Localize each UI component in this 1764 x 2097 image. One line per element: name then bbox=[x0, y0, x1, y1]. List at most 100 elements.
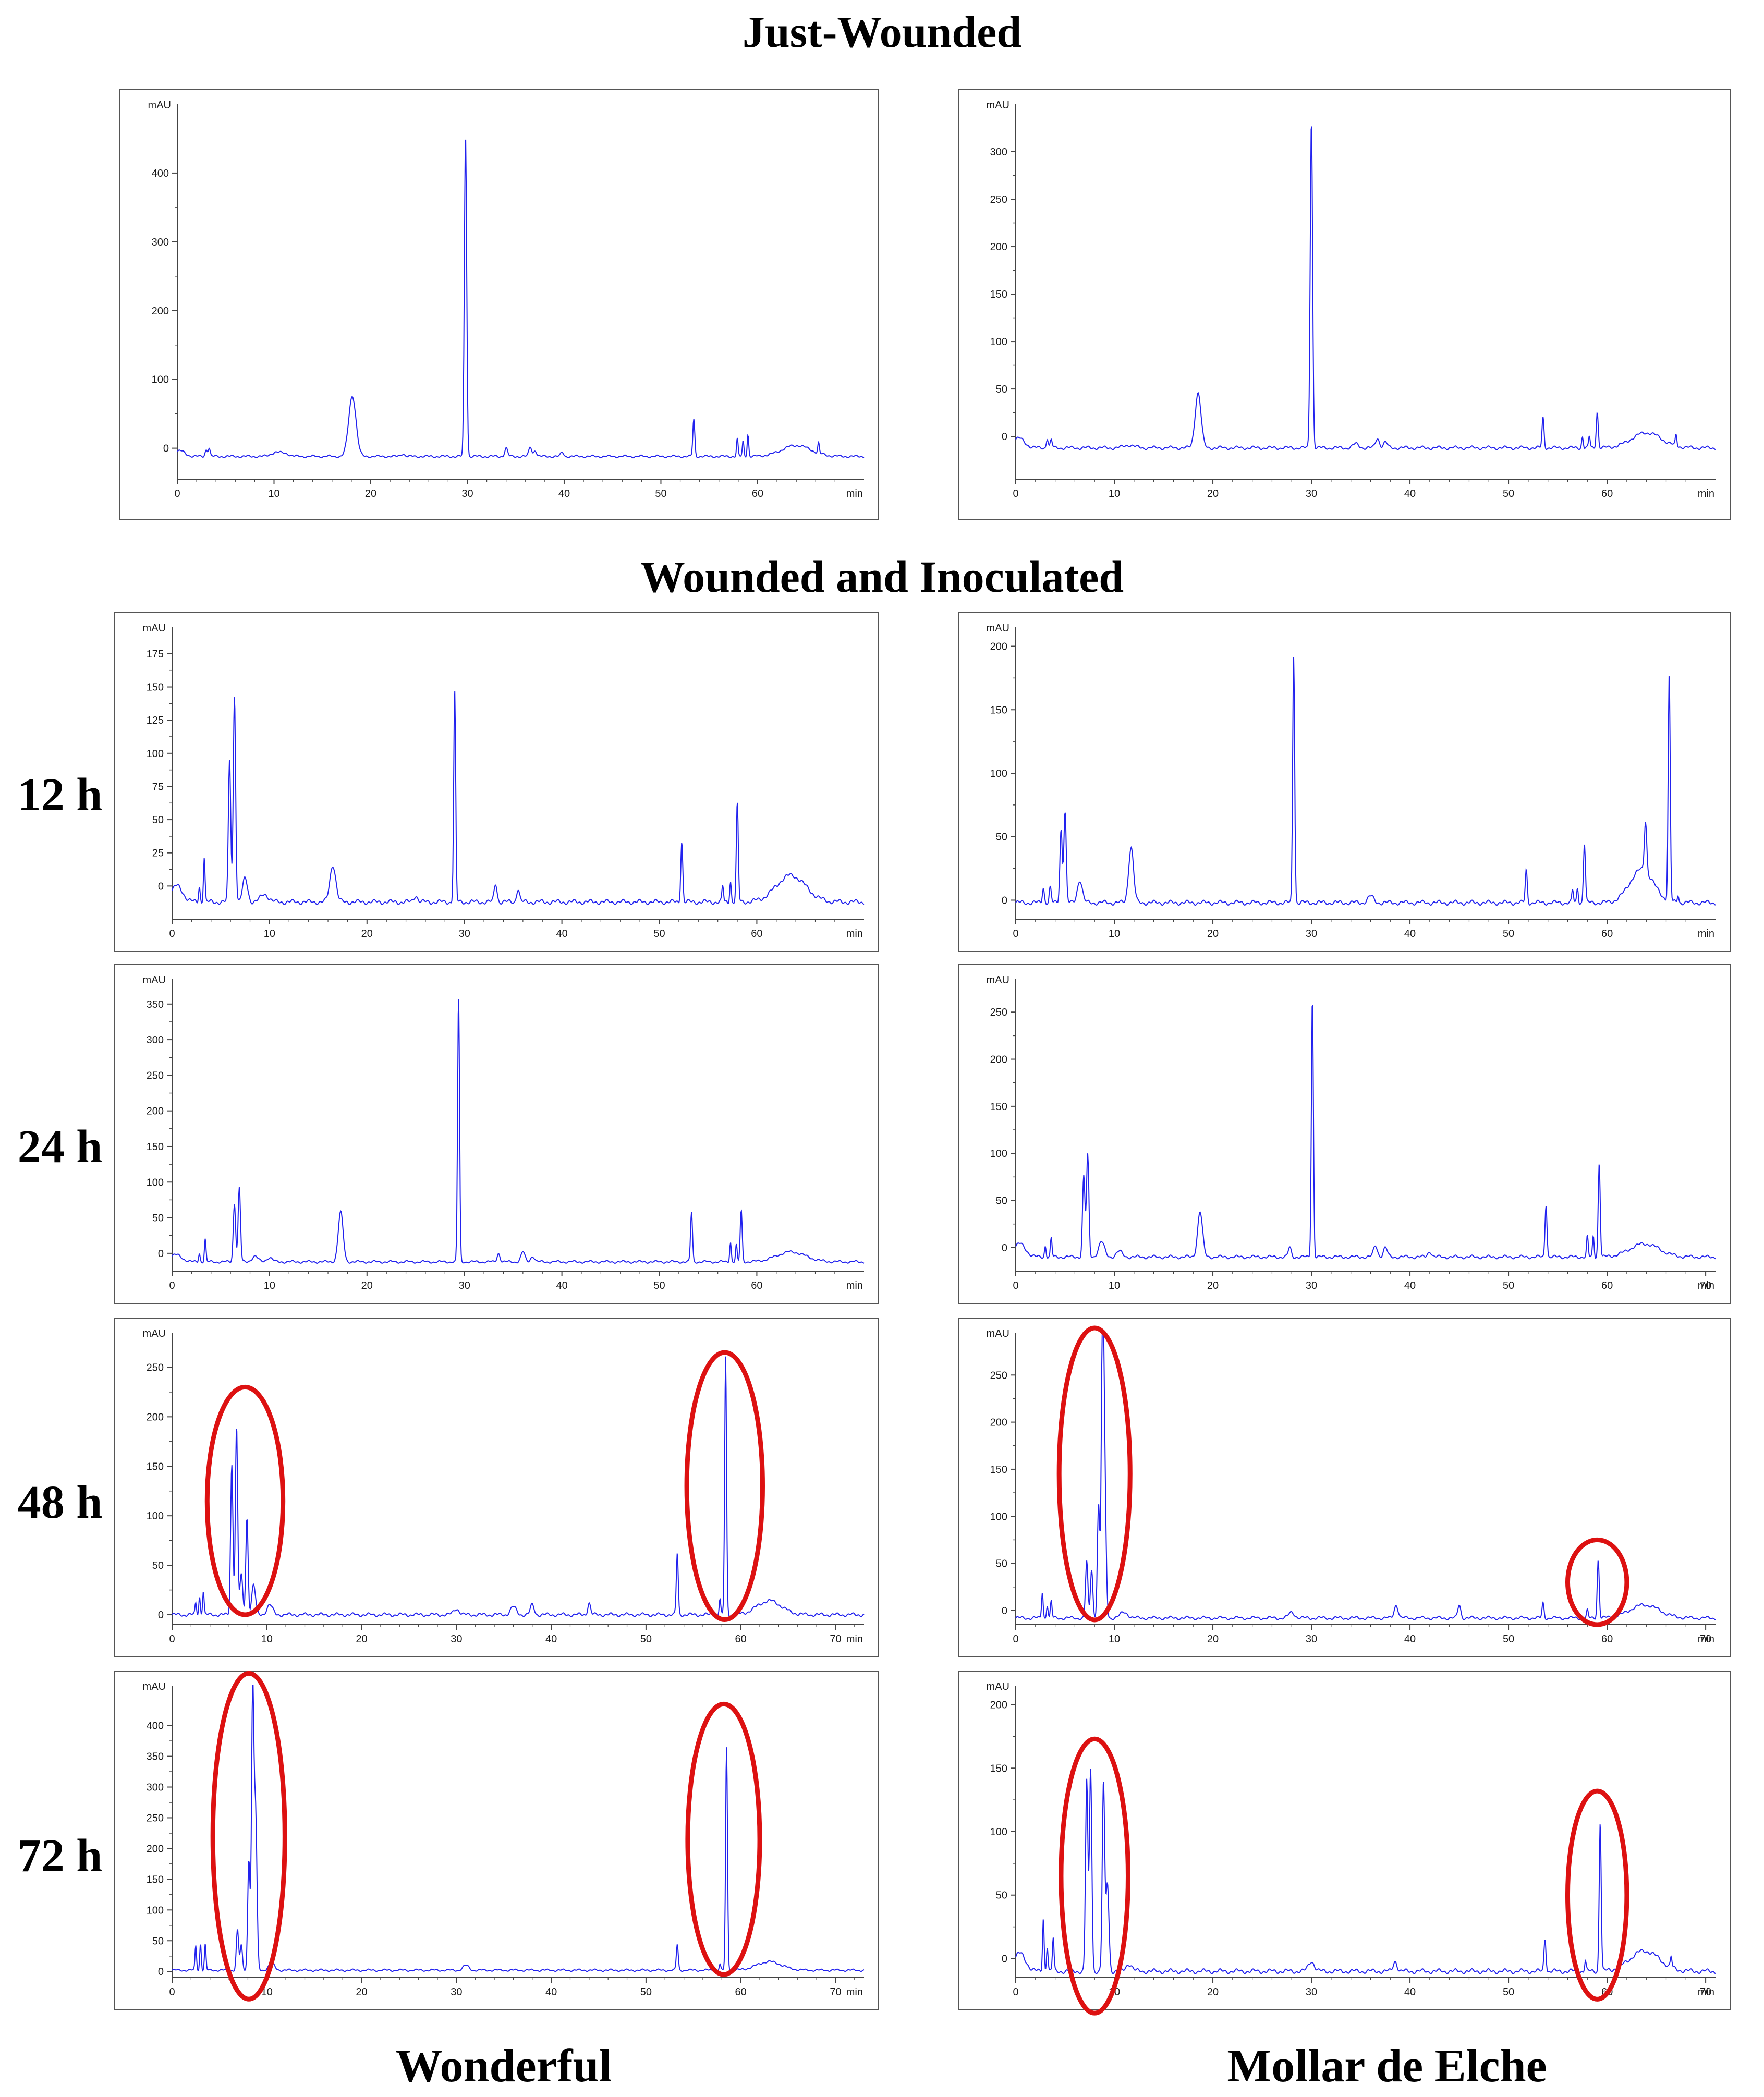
y-tick-label: 100 bbox=[147, 1510, 164, 1522]
x-tick-label: 50 bbox=[1503, 928, 1514, 940]
y-tick-label: 250 bbox=[990, 1370, 1007, 1381]
x-tick-label: 60 bbox=[735, 1633, 747, 1645]
chart-frame bbox=[114, 612, 879, 952]
chart-frame bbox=[114, 964, 879, 1304]
x-unit-label: min bbox=[1698, 928, 1714, 940]
x-tick-label: 70 bbox=[830, 1633, 841, 1645]
x-tick-label: 60 bbox=[751, 1280, 762, 1291]
chart-jw-wonderful: 0 100 200 300 400 mAU 0 10 20 30 40 50 60 min bbox=[119, 89, 879, 520]
y-tick-label: 150 bbox=[147, 1874, 164, 1885]
y-tick-label: 100 bbox=[990, 768, 1007, 779]
y-tick-label: 25 bbox=[152, 848, 164, 859]
x-tick-label: 40 bbox=[1404, 1633, 1416, 1645]
y-tick-label: 150 bbox=[990, 1101, 1007, 1113]
y-tick-label: 0 bbox=[158, 1610, 164, 1621]
row-label-12h: 12 h bbox=[17, 769, 103, 821]
y-tick-label: 200 bbox=[990, 1417, 1007, 1429]
chromatogram-trace bbox=[172, 1356, 865, 1617]
x-tick-label: 70 bbox=[1700, 1633, 1711, 1645]
chromatogram-trace bbox=[1015, 1769, 1716, 1974]
x-unit-label: min bbox=[846, 1986, 863, 1998]
x-tick-label: 30 bbox=[1306, 1633, 1317, 1645]
y-tick-label: 50 bbox=[152, 814, 164, 826]
x-tick-label: 50 bbox=[653, 928, 665, 940]
x-tick-label: 50 bbox=[1503, 1986, 1514, 1998]
x-tick-label: 60 bbox=[1601, 488, 1613, 499]
y-tick-label: 0 bbox=[158, 1966, 164, 1978]
y-tick-label: 200 bbox=[990, 1700, 1007, 1711]
header-just-wounded: Just-Wounded bbox=[742, 7, 1022, 57]
chromatogram-trace bbox=[1015, 1332, 1716, 1621]
y-tick-label: 150 bbox=[990, 289, 1007, 300]
y-tick-label: 50 bbox=[996, 1558, 1007, 1570]
chromatogram-trace bbox=[172, 691, 865, 906]
y-tick-label: 150 bbox=[990, 1763, 1007, 1774]
y-unit-label: mAU bbox=[987, 974, 1009, 986]
y-unit-label: mAU bbox=[987, 1328, 1009, 1339]
x-tick-label: 60 bbox=[1601, 1280, 1613, 1291]
x-tick-label: 10 bbox=[1109, 1633, 1120, 1645]
y-tick-label: 0 bbox=[1002, 431, 1007, 443]
x-tick-label: 40 bbox=[545, 1986, 557, 1998]
y-tick-label: 50 bbox=[152, 1560, 164, 1571]
x-tick-label: 50 bbox=[1503, 1280, 1514, 1291]
x-unit-label: min bbox=[846, 488, 863, 499]
x-tick-label: 30 bbox=[459, 1280, 470, 1291]
x-tick-label: 60 bbox=[1601, 928, 1613, 940]
x-tick-label: 50 bbox=[653, 1280, 665, 1291]
y-unit-label: mAU bbox=[987, 623, 1009, 634]
x-tick-label: 10 bbox=[261, 1986, 273, 1998]
y-tick-label: 400 bbox=[152, 168, 169, 179]
y-tick-label: 75 bbox=[152, 781, 164, 793]
x-tick-label: 50 bbox=[1503, 1633, 1514, 1645]
y-tick-label: 200 bbox=[147, 1843, 164, 1855]
chromatogram-trace bbox=[172, 1685, 865, 1972]
x-tick-label: 0 bbox=[1013, 1280, 1018, 1291]
x-tick-label: 20 bbox=[1207, 1633, 1219, 1645]
highlight-ellipse bbox=[1565, 1788, 1629, 2002]
x-tick-label: 70 bbox=[830, 1986, 841, 1998]
y-tick-label: 100 bbox=[990, 1511, 1007, 1522]
y-tick-label: 200 bbox=[147, 1411, 164, 1423]
highlight-ellipse bbox=[204, 1384, 286, 1617]
x-tick-label: 0 bbox=[1013, 488, 1018, 499]
highlight-ellipse bbox=[685, 1701, 762, 1977]
row-label-48h: 48 h bbox=[17, 1477, 103, 1528]
x-tick-label: 30 bbox=[1306, 488, 1317, 499]
y-tick-label: 150 bbox=[147, 682, 164, 693]
chart-jw-mollar: 0 50 100 150 200 250 300 mAU 0 10 20 30 40 50 60 min bbox=[958, 89, 1731, 520]
x-tick-label: 0 bbox=[169, 1280, 175, 1291]
y-tick-label: 300 bbox=[990, 147, 1007, 158]
column-label-wonderful: Wonderful bbox=[395, 2040, 612, 2092]
y-tick-label: 0 bbox=[1002, 895, 1007, 906]
y-tick-label: 50 bbox=[152, 1935, 164, 1947]
highlight-ellipse bbox=[1059, 1736, 1130, 2016]
chart-24h-wonderful: 0 50 100 150 200 250 300 350 mAU 0 10 20 30 40 50 60 min bbox=[114, 964, 879, 1304]
y-tick-label: 300 bbox=[152, 237, 169, 248]
y-tick-label: 0 bbox=[1002, 1242, 1007, 1254]
chart-frame bbox=[958, 612, 1731, 952]
highlight-ellipse bbox=[1565, 1537, 1629, 1627]
y-tick-label: 175 bbox=[147, 649, 164, 660]
y-unit-label: mAU bbox=[143, 1328, 166, 1339]
x-tick-label: 40 bbox=[556, 1280, 567, 1291]
x-unit-label: min bbox=[846, 928, 863, 940]
y-unit-label: mAU bbox=[987, 1681, 1009, 1692]
y-tick-label: 100 bbox=[147, 748, 164, 760]
x-unit-label: min bbox=[1698, 1633, 1714, 1645]
x-tick-label: 40 bbox=[1404, 488, 1416, 499]
y-tick-label: 250 bbox=[147, 1362, 164, 1373]
column-label-mollar: Mollar de Elche bbox=[1227, 2040, 1547, 2092]
chart-72h-wonderful: 0 50 100 150 200 250 300 350 400 mAU 0 10 20 30 40 50 60… bbox=[114, 1671, 879, 2010]
y-tick-label: 200 bbox=[990, 241, 1007, 253]
x-tick-label: 20 bbox=[361, 1280, 373, 1291]
y-unit-label: mAU bbox=[148, 100, 171, 111]
x-tick-label: 0 bbox=[174, 488, 180, 499]
y-unit-label: mAU bbox=[143, 623, 166, 634]
y-tick-label: 150 bbox=[147, 1461, 164, 1472]
chromatogram-trace bbox=[172, 999, 865, 1264]
x-tick-label: 60 bbox=[1601, 1633, 1613, 1645]
y-tick-label: 0 bbox=[158, 1248, 164, 1260]
x-tick-label: 10 bbox=[1109, 488, 1120, 499]
